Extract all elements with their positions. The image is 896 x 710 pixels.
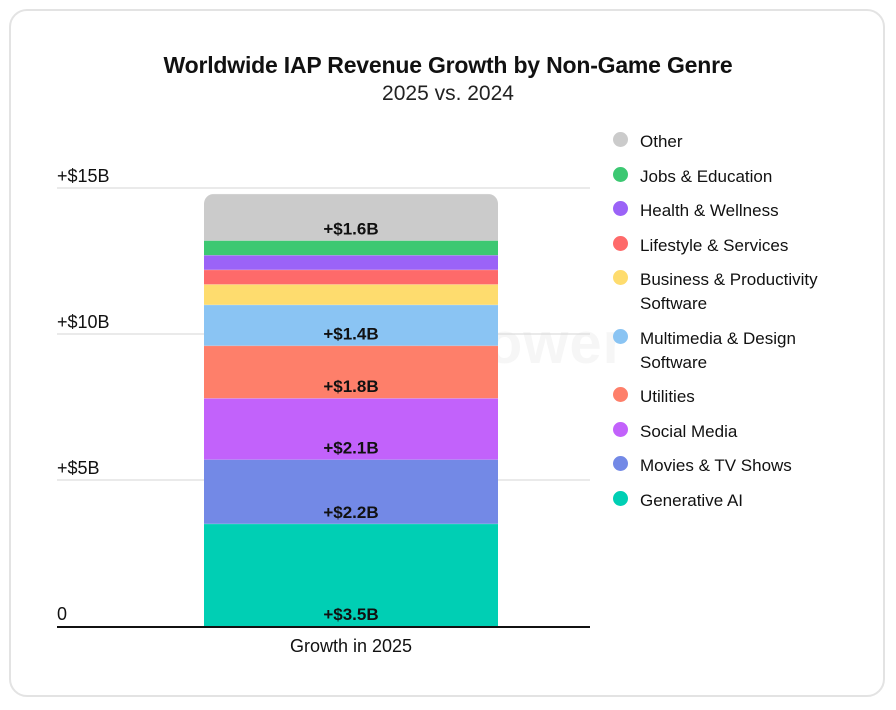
bar-segment-health-wellness[interactable] bbox=[204, 255, 498, 270]
legend-item[interactable]: Health & Wellness bbox=[612, 199, 882, 223]
legend-swatch-icon bbox=[613, 387, 628, 402]
bar-segment-lifestyle-services[interactable] bbox=[204, 269, 498, 285]
data-label: +$2.2B bbox=[323, 503, 378, 522]
legend-item[interactable]: Business & Productivity Software bbox=[612, 268, 840, 316]
legend-swatch-icon bbox=[613, 456, 628, 471]
chart-legend: Other Jobs & Education Health & Wellness Li… bbox=[612, 130, 882, 523]
legend-label: Generative AI bbox=[640, 490, 744, 510]
legend-swatch-icon bbox=[613, 328, 628, 344]
legend-swatch-icon bbox=[613, 235, 628, 251]
legend-label: Health & Wellness bbox=[640, 201, 779, 220]
legend-label: Multimedia & Design Software bbox=[640, 328, 796, 372]
data-label: +$1.6B bbox=[323, 220, 378, 239]
legend-item[interactable]: Other bbox=[612, 130, 882, 154]
legend-swatch-icon bbox=[613, 490, 628, 506]
x-tick-label: Growth in 2025 bbox=[290, 636, 412, 656]
data-label: +$1.8B bbox=[323, 377, 378, 396]
legend-swatch-icon bbox=[613, 132, 628, 147]
bar-segment-business-productivity-software[interactable] bbox=[204, 284, 498, 305]
legend-swatch-icon bbox=[613, 421, 628, 437]
data-label: +$1.4B bbox=[323, 325, 378, 344]
bar-segment-generative-ai[interactable] bbox=[204, 523, 498, 626]
legend-item[interactable]: Multimedia & Design Software bbox=[612, 327, 840, 375]
y-tick-label: 0 bbox=[57, 604, 67, 624]
legend-item[interactable]: Generative AI bbox=[612, 489, 882, 513]
legend-item[interactable]: Lifestyle & Services bbox=[612, 234, 882, 258]
legend-label: Lifestyle & Services bbox=[640, 235, 789, 255]
y-tick-label: +$5B bbox=[57, 458, 100, 478]
bar-segment-movies-tv-shows[interactable] bbox=[204, 459, 498, 524]
legend-swatch-icon bbox=[613, 270, 628, 285]
data-label: +$2.1B bbox=[323, 439, 378, 458]
y-tick-label: +$15B bbox=[57, 166, 110, 186]
legend-item[interactable]: Jobs & Education bbox=[612, 165, 882, 189]
legend-swatch-icon bbox=[613, 201, 628, 216]
bar-segment-other[interactable] bbox=[204, 193, 498, 241]
legend-item[interactable]: Movies & TV Shows bbox=[612, 454, 882, 478]
bar-segment-jobs-education[interactable] bbox=[204, 240, 498, 256]
chart-subtitle: 2025 vs. 2024 bbox=[382, 82, 514, 105]
legend-item[interactable]: Social Media bbox=[612, 420, 882, 444]
bar-segment-social-media[interactable] bbox=[204, 398, 498, 460]
bar-segment-multimedia-design-software[interactable] bbox=[204, 304, 498, 346]
legend-item[interactable]: Utilities bbox=[612, 385, 882, 409]
legend-label: Social Media bbox=[640, 421, 738, 441]
y-tick-label: +$10B bbox=[57, 312, 110, 332]
legend-label: Business & Productivity Software bbox=[640, 270, 818, 313]
legend-label: Other bbox=[640, 132, 683, 151]
chart-title: Worldwide IAP Revenue Growth by Non-Game… bbox=[163, 52, 733, 78]
legend-label: Utilities bbox=[640, 387, 695, 406]
legend-label: Movies & TV Shows bbox=[640, 456, 792, 475]
legend-label: Jobs & Education bbox=[640, 166, 773, 186]
bar-stack bbox=[204, 193, 498, 626]
data-label: +$3.5B bbox=[323, 605, 378, 624]
legend-swatch-icon bbox=[613, 166, 628, 182]
bar-segment-utilities[interactable] bbox=[204, 345, 498, 399]
